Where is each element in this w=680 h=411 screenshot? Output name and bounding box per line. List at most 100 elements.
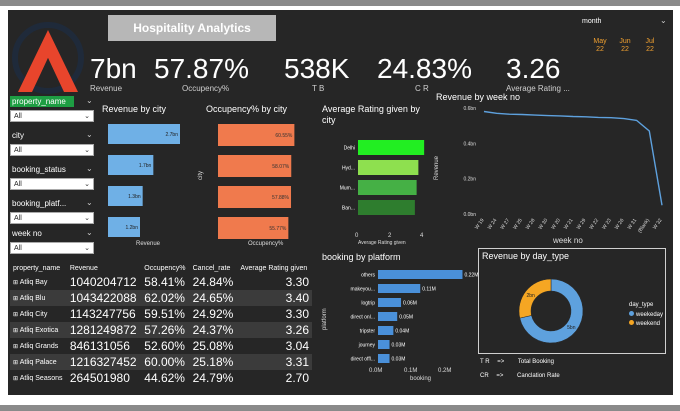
table-row[interactable]: ⊞ Atliq Seasons 264501980 44.62% 24.79% 2.70 [10,370,312,386]
rating-city-category-label: Mum... [340,186,355,192]
kpi-cancel-rate: 24.83% C R [377,53,472,94]
chevron-down-icon: ⌄ [84,215,90,222]
platform-category-label: direct onl... [351,315,375,321]
platform-bar [378,340,390,349]
month-filter-label: month [582,18,602,25]
week-xtick-label: (Blank) [637,217,651,234]
month-tile-jun[interactable]: Jun 22 [615,38,635,54]
donut-slice [519,278,584,344]
table-cell: 1216327452 [66,354,142,370]
note-arrow: => [497,359,505,365]
chevron-down-icon[interactable]: ⌄ [86,130,93,139]
legend-dot [629,311,634,316]
kpi-value: 24.83% [377,53,472,84]
rating-city-category-label: Ban... [342,206,355,212]
slicer-dropdown[interactable]: All ⌄ [10,110,94,122]
slicer-dropdown[interactable]: All ⌄ [10,242,94,254]
table-row[interactable]: ⊞ Atliq City 1143247756 59.51% 24.92% 3.30 [10,306,312,322]
slicer-label: week no [12,229,42,238]
month-tile-jul[interactable]: Jul 22 [640,38,660,54]
table-header[interactable]: Revenue [69,264,98,272]
chevron-down-icon[interactable]: ⌄ [660,16,667,25]
table-cell-property: ⊞ Atliq City [10,306,67,322]
note-key: T R [480,359,490,365]
table-cell-text: Atliq Exotica [19,326,59,334]
week-xtick-label: W 27 [499,218,511,231]
expand-icon[interactable]: ⊞ [13,279,20,286]
table-header[interactable]: property_name [13,264,61,272]
table-header[interactable]: Cancel_rate [192,264,231,272]
expand-icon[interactable]: ⊞ [13,295,20,302]
kpi-revenue: 7bn Revenue [90,54,137,94]
platform-bar [378,270,463,279]
rating-tick-0: 0 [355,233,359,239]
revenue-city-bar-label: 1.7bn [139,163,152,169]
kpi-label: T B [312,84,325,93]
note-key: CR [480,373,489,379]
expand-icon[interactable]: ⊞ [13,359,20,366]
week-xtick-label: W 26 [614,218,626,231]
occupancy-city-bar-label: 58.07% [272,164,290,170]
slicer-property-name: property_name ⌄ All ⌄ [10,96,100,122]
platform-bar-label: 0.11M [422,287,436,293]
kpi-value: 538K [284,53,350,84]
revenue-city-bar-label: 1.2bn [125,225,138,231]
rating-city-bar [358,180,417,195]
week-xtick-label: W 29 [576,218,588,231]
week-xtick-label: W 24 [487,218,499,231]
slicer-dropdown[interactable]: All ⌄ [10,178,94,190]
table-cell: 3.30 [285,275,309,289]
chevron-down-icon[interactable]: ⌄ [86,228,93,237]
table-row[interactable]: ⊞ Atliq Palace 1216327452 60.00% 25.18% 3.31 [10,354,312,370]
month-tile-year: 22 [596,46,604,53]
slicer-dropdown[interactable]: All ⌄ [10,212,94,224]
slicer-label: booking_platf... [12,199,67,208]
table-row[interactable]: ⊞ Atliq Blu 1043422088 62.02% 24.65% 3.40 [10,290,312,306]
table-row[interactable]: ⊞ Atliq Exotica 1281249872 57.26% 24.37% 3.2… [10,322,312,338]
kpi-label: Occupency% [182,84,230,93]
legend-item-weekend: weekend [629,320,660,327]
table-header[interactable]: Average Rating given [240,264,308,272]
table-header[interactable]: Occupency% [144,264,186,272]
table-header-row: property_name Revenue Occupency% Cancel_… [10,262,312,274]
platform-bar [378,284,421,293]
day-type-legend-title: day_type [629,302,654,308]
month-tile-month: Jul [645,38,655,45]
week-xtick-label: W 32 [652,218,664,231]
logo-icon [12,22,84,94]
chevron-down-icon[interactable]: ⌄ [86,96,93,105]
rating-by-city-chart: Delhi Hyd... Mum... Ban... [340,140,425,215]
platform-bar-label: 0.03M [392,343,406,349]
expand-icon[interactable]: ⊞ [13,375,20,382]
table-cell-property: ⊞ Atliq Palace [10,354,67,370]
week-xtick-label: W 31 [627,218,639,231]
chevron-down-icon[interactable]: ⌄ [86,198,93,207]
month-tile-month: Jun [619,38,631,45]
expand-icon[interactable]: ⊞ [13,343,20,350]
expand-icon[interactable]: ⊞ [13,327,20,334]
slicer-week-no: week no ⌄ All ⌄ [10,228,100,254]
week-xtick-label: W 30 [538,218,550,231]
platform-bar-label: 0.06M [403,301,417,307]
expand-icon[interactable]: ⊞ [13,311,20,318]
kpi-value: 57.87% [154,53,249,84]
kpi-avg-rating: 3.26 Average Rating ... [506,54,570,94]
week-xtick-label: W 25 [512,218,524,231]
revenue-city-bar [108,155,154,175]
table-cell-text: Atliq City [19,310,48,318]
platform-category-label: tripster [360,329,376,335]
revenue-city-bar-label: 2.7bn [165,132,178,138]
month-tile-may[interactable]: May 22 [590,38,610,54]
table-row[interactable]: ⊞ Atliq Bay 1040204712 58.41% 24.84% 3.30 [10,274,312,290]
slicer-booking-platform: booking_platf... ⌄ All ⌄ [10,198,100,224]
slicer-value: All [14,181,22,188]
chevron-down-icon[interactable]: ⌄ [86,164,93,173]
slicer-dropdown[interactable]: All ⌄ [10,144,94,156]
note-cancel-rate: CR => Canclation Rate [480,373,560,379]
table-row[interactable]: ⊞ Atliq Grands 846131056 52.60% 25.08% 3.04 [10,338,312,354]
month-tile-year: 22 [646,46,654,53]
table-cell: 1281249872 [66,322,142,338]
table-cell-property: ⊞ Atliq Seasons [10,370,67,386]
platform-tick-1: 0.1M [404,368,418,374]
